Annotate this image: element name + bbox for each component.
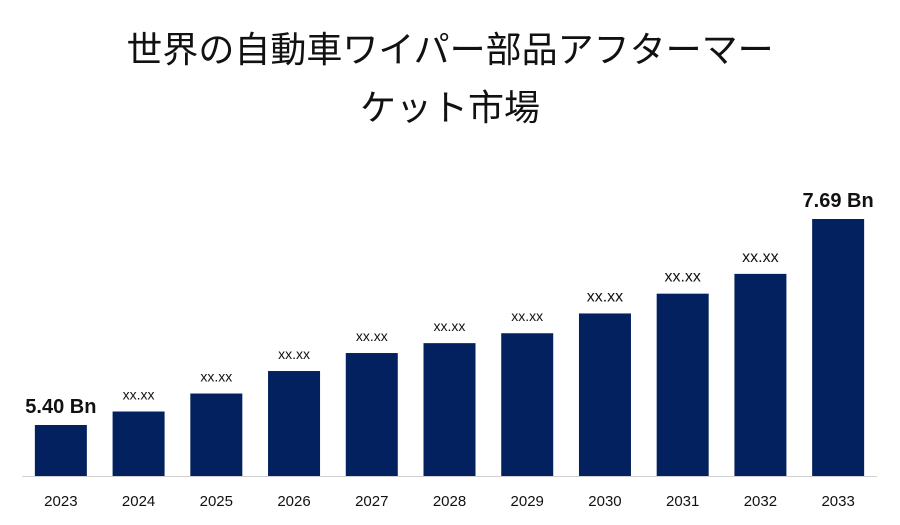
bar-2033 bbox=[812, 219, 865, 476]
bar-2032 bbox=[734, 273, 787, 476]
bar-2028 bbox=[423, 343, 476, 476]
x-tick-label-2024: 2024 bbox=[122, 493, 155, 510]
data-label-2033: 7.69 Bn bbox=[803, 190, 874, 212]
bar-2027 bbox=[345, 353, 398, 476]
bar-2029 bbox=[501, 333, 554, 476]
x-tick-label-2026: 2026 bbox=[277, 493, 310, 510]
x-tick-label-2033: 2033 bbox=[821, 493, 854, 510]
x-tick-label-2031: 2031 bbox=[666, 493, 699, 510]
bar-2024 bbox=[112, 411, 165, 476]
data-label-2032: xx.xx bbox=[742, 249, 778, 266]
bar-2030 bbox=[578, 313, 631, 476]
x-tick-label-2025: 2025 bbox=[200, 493, 233, 510]
data-label-2028: xx.xx bbox=[434, 318, 466, 334]
data-label-2027: xx.xx bbox=[356, 328, 388, 344]
x-tick-label-2029: 2029 bbox=[511, 493, 544, 510]
chart-title-line-1: 世界の自動車ワイパー部品アフターマー bbox=[126, 30, 774, 71]
data-label-2031: xx.xx bbox=[664, 269, 700, 286]
bar-2026 bbox=[268, 371, 321, 476]
x-tick-label-2030: 2030 bbox=[588, 493, 621, 510]
bar-2031 bbox=[656, 293, 709, 476]
x-tick-label-2032: 2032 bbox=[744, 493, 777, 510]
x-tick-label-2028: 2028 bbox=[433, 493, 466, 510]
x-tick-label-2027: 2027 bbox=[355, 493, 388, 510]
data-label-2024: xx.xx bbox=[123, 387, 155, 403]
data-label-2029: xx.xx bbox=[511, 308, 543, 324]
chart-title-line-2: ケット市場 bbox=[359, 88, 540, 129]
data-label-2030: xx.xx bbox=[587, 288, 623, 305]
data-label-2023: 5.40 Bn bbox=[25, 396, 96, 418]
data-label-2026: xx.xx bbox=[278, 346, 310, 362]
bar-2025 bbox=[190, 393, 243, 476]
chart-title: 世界の自動車ワイパー部品アフターマー ケット市場 bbox=[0, 22, 900, 138]
x-tick-label-2023: 2023 bbox=[44, 493, 77, 510]
bar-2023 bbox=[34, 425, 87, 476]
data-label-2025: xx.xx bbox=[200, 369, 232, 385]
